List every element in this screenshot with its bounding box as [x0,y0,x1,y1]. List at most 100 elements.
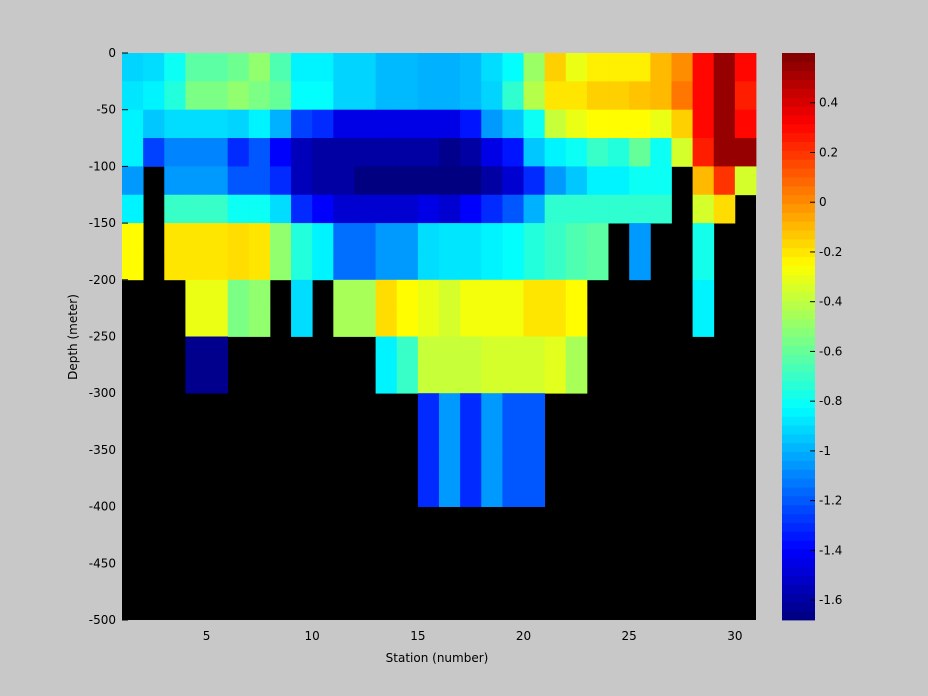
colorbar-band [782,371,815,382]
colorbar-tick-label: 0 [819,195,827,209]
heatmap-cell [629,166,651,196]
heatmap-cell [206,109,229,139]
heatmap-cell [164,194,186,224]
heatmap-cell [206,81,229,111]
heatmap-cell [417,81,440,111]
colorbar-band [782,221,815,231]
heatmap-cell [481,421,503,451]
heatmap-cell [523,109,546,139]
heatmap-cell [269,109,292,139]
heatmap-cell [439,279,461,309]
colorbar-band [782,159,815,169]
heatmap-cell [608,53,630,82]
heatmap-cell [460,308,482,337]
heatmap-cell [544,166,567,196]
heatmap-cell [143,138,165,167]
heatmap-cell [354,194,376,224]
colorbar-band [782,292,815,302]
heatmap-cell [565,364,588,394]
heatmap-cell [206,166,229,196]
heatmap-cell [227,81,250,111]
heatmap-cell [671,138,693,167]
heatmap-cell [354,251,376,281]
heatmap-cell [417,194,440,224]
heatmap-cell [269,251,292,281]
heatmap-cell [333,279,355,309]
heatmap-cell [122,194,144,224]
heatmap-cell [481,81,503,111]
heatmap-cell [481,449,503,479]
heatmap-cell [481,478,503,507]
heatmap-cell [460,279,482,309]
heatmap-cell [629,109,651,139]
heatmap-cell [333,251,355,281]
heatmap-cell [692,138,715,167]
y-tick-label: -150 [89,216,116,230]
heatmap-cell [734,81,757,111]
heatmap-cell [460,251,482,281]
heatmap-cell [333,109,355,139]
heatmap-cell [439,421,461,451]
heatmap-cell [417,421,440,451]
y-tick-label: -50 [96,103,116,117]
colorbar-band [782,88,815,98]
heatmap-cell [544,109,567,139]
y-tick-label: -350 [89,443,116,457]
heatmap-cell [565,279,588,309]
heatmap-cell [164,53,186,82]
colorbar-band [782,398,815,408]
heatmap-cell [460,336,482,366]
colorbar-band [782,239,815,249]
heatmap-cell [291,53,313,82]
heatmap-cell [291,194,313,224]
colorbar-tick-label: -1.6 [819,593,842,607]
heatmap-cell [502,449,524,479]
heatmap-cell [396,223,419,252]
heatmap-cell [227,194,250,224]
heatmap-cell [713,81,736,111]
heatmap-cell [185,166,207,196]
heatmap-cell [439,449,461,479]
heatmap-cell [375,166,398,196]
heatmap-cell [481,138,503,167]
colorbar-band [782,230,815,240]
heatmap-cell [502,138,524,167]
colorbar-tick-label: -0.4 [819,295,842,309]
colorbar-tick-label: -0.6 [819,344,842,358]
heatmap-cell [629,223,651,252]
y-tick-label: -400 [89,500,116,514]
heatmap-cell [544,223,567,252]
heatmap-cell [375,138,398,167]
heatmap-cell [460,194,482,224]
colorbar-band [782,425,815,435]
colorbar-band [782,451,815,461]
colorbar-band [782,194,815,205]
colorbar-band [782,460,815,470]
y-tick-label: -200 [89,273,116,287]
heatmap-cell [333,53,355,82]
heatmap-cell [502,364,524,394]
heatmap-cell [650,81,672,111]
colorbar-band [782,345,815,355]
heatmap-cell [375,251,398,281]
colorbar-band [782,168,815,178]
colorbar-band [782,540,815,550]
heatmap-plot-area [122,53,757,620]
heatmap-cell [692,109,715,139]
heatmap-cell [460,223,482,252]
heatmap-cell [122,138,144,167]
colorbar-band [782,203,815,213]
heatmap-cell [523,166,546,196]
heatmap-cell [291,308,313,337]
heatmap-cell [565,223,588,252]
colorbar-tick-label: 0.2 [819,145,838,159]
x-tick-label: 25 [622,629,637,643]
heatmap-cell [248,223,271,252]
heatmap-cell [439,166,461,196]
heatmap-cell [460,109,482,139]
heatmap-cell [713,138,736,167]
heatmap-cell [734,138,757,167]
heatmap-cell [713,166,736,196]
heatmap-cell [122,81,144,111]
heatmap-cell [269,223,292,252]
